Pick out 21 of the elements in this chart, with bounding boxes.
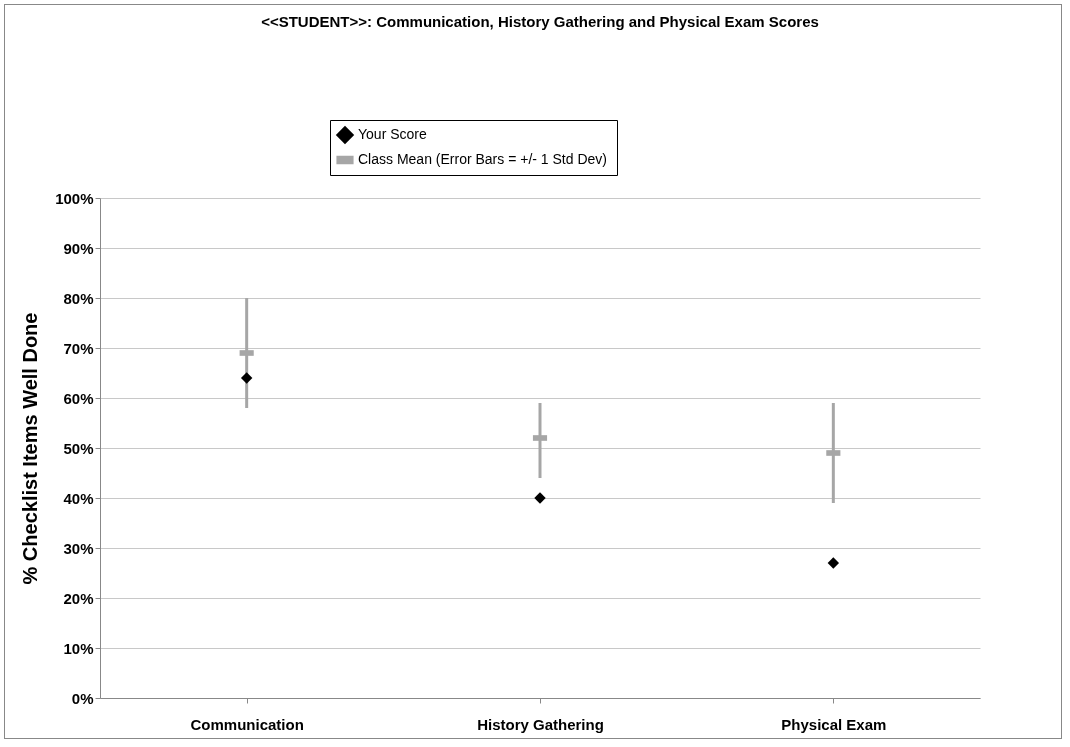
y-tick-label: 40% [63, 489, 94, 507]
x-tick-label: History Gathering [477, 715, 604, 733]
chart-title: <<STUDENT>>: Communication, History Gathering and Physical Exam Scores [261, 12, 819, 30]
y-tick-label: 20% [63, 589, 94, 607]
y-tick-label: 30% [63, 539, 94, 557]
point [827, 557, 840, 569]
y-axis-title: % Checklist Items Well Done [19, 312, 42, 585]
legend-label: Class Mean (Error Bars = +/- 1 Std Dev) [358, 151, 607, 167]
y-tick-label: 50% [63, 439, 94, 457]
y-tick-label: 90% [63, 239, 94, 257]
point [240, 372, 253, 384]
y-tick-label: 0% [71, 689, 94, 707]
y-tick-label: 70% [63, 339, 94, 357]
point [534, 492, 546, 504]
x-tick-label: Physical Exam [781, 715, 887, 733]
y-tick-label: 60% [63, 389, 94, 407]
x-tick-label: Communication [190, 715, 304, 733]
y-tick-label: 80% [63, 289, 94, 307]
y-tick-label: 100% [55, 189, 94, 207]
legend-label: Your Score [358, 126, 427, 142]
y-tick-label: 10% [63, 639, 94, 657]
